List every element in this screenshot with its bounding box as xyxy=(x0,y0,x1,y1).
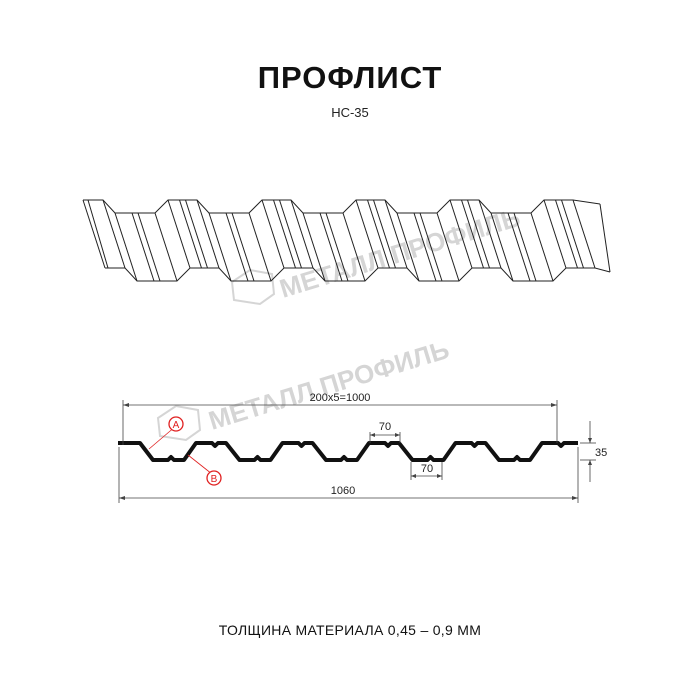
sheet-stiffener-line xyxy=(325,212,349,282)
sheet-stiffener-line xyxy=(555,199,578,269)
sheet-stiffener-line xyxy=(137,212,161,282)
svg-text:МЕТАЛЛ ПРОФИЛЬ: МЕТАЛЛ ПРОФИЛЬ xyxy=(205,334,453,436)
dim-total-label: 1060 xyxy=(331,485,355,497)
svg-text:МЕТАЛЛ ПРОФИЛЬ: МЕТАЛЛ ПРОФИЛЬ xyxy=(276,202,524,304)
svg-text:B: B xyxy=(211,474,218,485)
sheet-edge-line xyxy=(87,199,109,269)
sheet-fold-line xyxy=(290,199,314,269)
sheet-fold-line xyxy=(355,199,379,269)
watermark-bottom: МЕТАЛЛ ПРОФИЛЬ xyxy=(156,334,453,442)
sheet-stiffener-line xyxy=(279,199,302,269)
sheet-stiffener-line xyxy=(231,212,255,282)
marker-b: B xyxy=(187,454,222,486)
dim-bottom-width-label: 70 xyxy=(421,463,433,475)
sheet-fold-line xyxy=(342,212,366,282)
dim-top-width-label: 70 xyxy=(379,421,391,433)
sheet-stiffener-line xyxy=(419,212,443,282)
sheet-fold-line xyxy=(102,199,126,269)
sheet-fold-line xyxy=(196,199,220,269)
sheet-stiffener-line xyxy=(185,199,208,269)
dimension-lines xyxy=(118,400,596,503)
watermark-top: МЕТАЛЛ ПРОФИЛЬ xyxy=(230,202,524,306)
sheet-stiffener-line xyxy=(225,212,249,282)
sheet-fold-line xyxy=(490,212,514,282)
sheet-stiffener-line xyxy=(513,212,537,282)
dim-pitch-label: 200x5=1000 xyxy=(310,392,371,404)
sheet-stiffener-line xyxy=(319,212,343,282)
sheet-fold-line xyxy=(208,212,232,282)
sheet-fold-line xyxy=(572,199,596,269)
page-title: ПРОФЛИСТ xyxy=(257,60,443,95)
sheet-fold-line xyxy=(384,199,408,269)
sheet-fold-line xyxy=(82,199,106,269)
sheet-fold-line xyxy=(302,212,326,282)
sheet-stiffener-line xyxy=(373,199,396,269)
sheet-fold-line xyxy=(478,199,502,269)
sheet-fold-line xyxy=(530,212,554,282)
sheet-3d-view xyxy=(82,199,611,282)
sheet-stiffener-line xyxy=(561,199,584,269)
sheet-fold-line xyxy=(543,199,567,269)
sheet-stiffener-line xyxy=(179,199,202,269)
sheet-fold-line xyxy=(248,212,272,282)
svg-text:A: A xyxy=(173,420,180,431)
sheet-stiffener-line xyxy=(507,212,531,282)
sheet-fold-line xyxy=(436,212,460,282)
sheet-stiffener-line xyxy=(413,212,437,282)
sheet-fold-line xyxy=(261,199,285,269)
marker-a: A xyxy=(148,416,184,450)
sheet-fold-line xyxy=(449,199,473,269)
page-subtitle: НС-35 xyxy=(331,105,369,120)
sheet-stiffener-line xyxy=(131,212,155,282)
sheet-fold-line xyxy=(114,212,138,282)
dim-height-label: 35 xyxy=(595,447,607,459)
sheet-stiffener-line xyxy=(273,199,296,269)
sheet-top-edge xyxy=(83,199,601,214)
sheet-fold-line xyxy=(396,212,420,282)
sheet-fold-line xyxy=(599,203,611,273)
profile-section xyxy=(118,441,578,462)
sheet-stiffener-line xyxy=(467,199,490,269)
material-thickness-note: ТОЛЩИНА МАТЕРИАЛА 0,45 – 0,9 ММ xyxy=(218,622,482,638)
sheet-stiffener-line xyxy=(367,199,390,269)
sheet-fold-line xyxy=(167,199,191,269)
dimension-arrows xyxy=(119,403,592,500)
sheet-fold-line xyxy=(154,212,178,282)
sheet-stiffener-line xyxy=(461,199,484,269)
